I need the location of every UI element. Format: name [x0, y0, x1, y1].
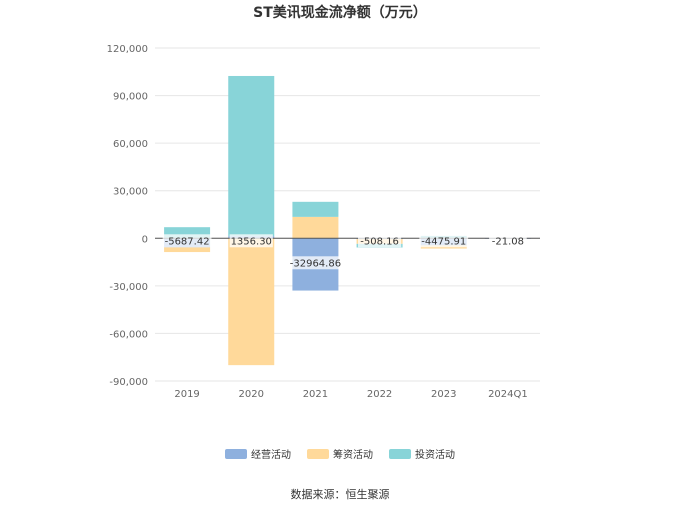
x-axis-ticks: 2019 2020 2021 2022 2023 2024Q1 [174, 389, 527, 400]
legend-label-financing: 筹资活动 [333, 450, 373, 461]
legend-swatch-financing [307, 448, 329, 459]
data-label-bg [419, 234, 469, 248]
data-label: -5687.42 [165, 236, 210, 247]
data-labels: -5687.42 1356.30 -32964.86 -508.16 -4475.91 -… [162, 234, 527, 270]
x-tick-label: 2020 [239, 389, 264, 400]
data-label: 1356.30 [231, 236, 272, 247]
x-tick-label: 2023 [431, 389, 456, 400]
legend: 经营活动 筹资活动 投资活动 [0, 446, 680, 461]
data-label-bg [357, 234, 402, 248]
x-tick-label: 2021 [303, 389, 328, 400]
source-note: 数据来源：恒生聚源 [290, 488, 390, 501]
bar-2019[interactable] [164, 227, 211, 239]
grid-lines [155, 47, 540, 382]
y-tick-label: -90,000 [109, 377, 148, 388]
legend-item-operating[interactable]: 经营活动 [225, 446, 291, 461]
legend-swatch-investing [389, 448, 411, 459]
data-label-bg [288, 256, 343, 270]
bar-2021[interactable] [292, 201, 339, 217]
bars [164, 75, 531, 366]
data-label: -21.08 [492, 236, 524, 247]
data-label: -4475.91 [421, 236, 466, 247]
y-tick-label: 60,000 [113, 139, 148, 150]
chart-title: ST美讯现金流净额（万元） [253, 5, 427, 21]
legend-swatch-operating [225, 448, 247, 459]
y-axis-ticks: 120,000 90,000 60,000 30,000 0 -30,000 -60,000… [107, 44, 148, 388]
y-tick-label: 30,000 [113, 187, 148, 198]
data-label-bg [489, 234, 527, 248]
y-tick-label: 120,000 [107, 44, 148, 55]
bar-2020[interactable] [228, 75, 275, 237]
y-tick-label: -60,000 [109, 329, 148, 340]
x-tick-label: 2024Q1 [488, 389, 528, 400]
x-tick-label: 2022 [367, 389, 392, 400]
data-label-bg [162, 234, 212, 248]
legend-item-financing[interactable]: 筹资活动 [307, 446, 373, 461]
y-tick-label: -30,000 [109, 282, 148, 293]
bar-2019[interactable] [164, 247, 211, 253]
legend-item-investing[interactable]: 投资活动 [389, 446, 455, 461]
data-label: -508.16 [360, 236, 399, 247]
data-label-bg [229, 234, 273, 248]
legend-label-operating: 经营活动 [251, 450, 291, 461]
x-tick-label: 2019 [174, 389, 199, 400]
data-label: -32964.86 [290, 258, 341, 269]
bar-2021[interactable] [292, 216, 339, 239]
bar-2020[interactable] [228, 238, 275, 366]
y-tick-label: 90,000 [113, 92, 148, 103]
y-tick-label: 0 [142, 234, 148, 245]
legend-label-investing: 投资活动 [415, 450, 455, 461]
